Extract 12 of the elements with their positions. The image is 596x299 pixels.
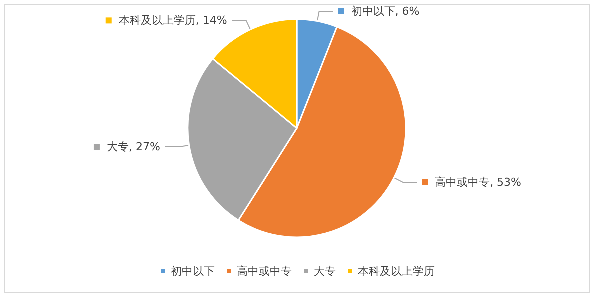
legend-label: 初中以下 xyxy=(351,5,396,18)
data-label: , 27% xyxy=(128,140,160,154)
data-label: , 6% xyxy=(395,5,420,18)
legend-label: 本科及以上学历 xyxy=(118,14,196,28)
legend-label: 高中或中专 xyxy=(237,265,292,278)
category-label: 大专 xyxy=(106,140,129,154)
category-label: 本科及以上学历 xyxy=(358,265,435,278)
data-label: , 53% xyxy=(490,176,522,189)
category-label: 高中或中专 xyxy=(435,176,490,189)
category-label: 初中以下 xyxy=(171,265,215,278)
legend-label: 大专 xyxy=(314,265,336,278)
data-label: , 14% xyxy=(196,14,228,28)
